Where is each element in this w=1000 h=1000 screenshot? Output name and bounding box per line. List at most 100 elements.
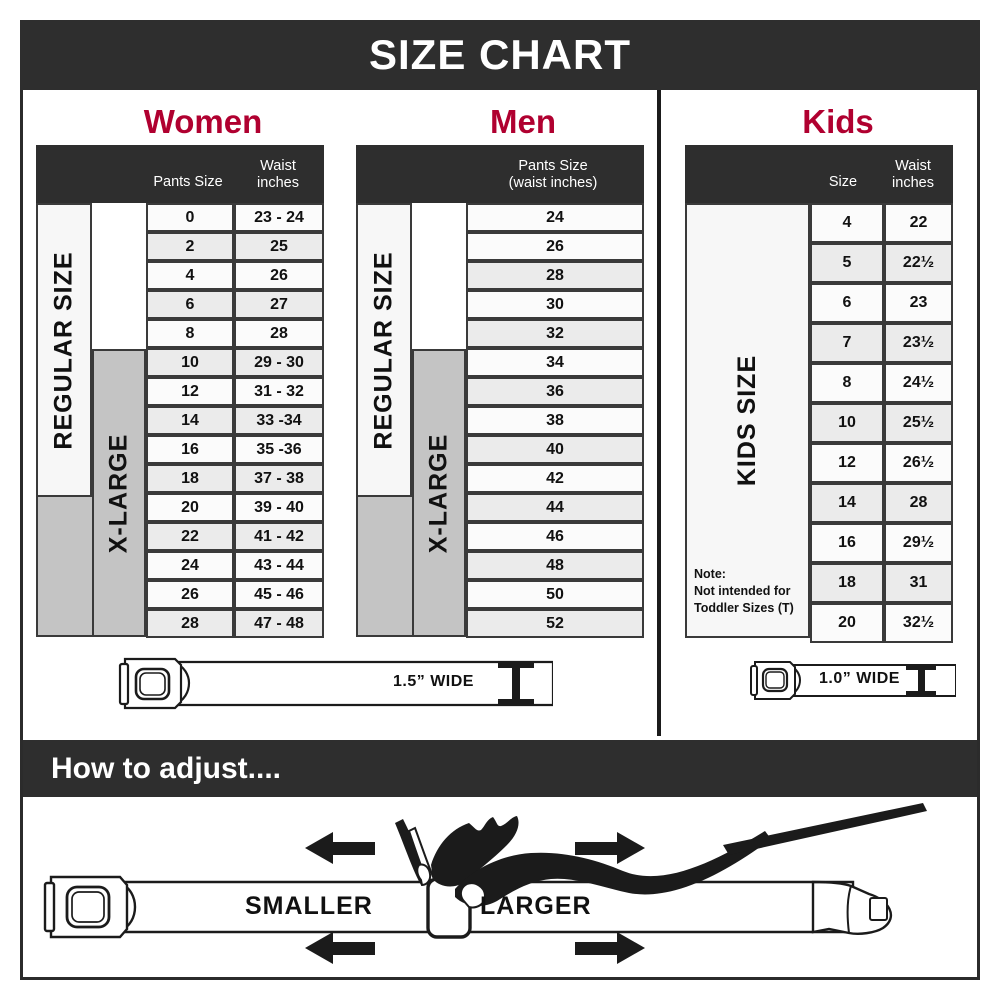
women-heading: Women: [143, 103, 263, 140]
kids-cell-waist: 22: [884, 203, 953, 243]
women-cell-size: 20: [146, 493, 234, 522]
women-cell-waist: 41 - 42: [234, 522, 324, 551]
kids-cell-size: 18: [810, 563, 884, 603]
kids-col2-header-line2: inches: [892, 174, 934, 191]
women-xlarge-label: X-LARGE: [104, 433, 133, 553]
men-cell-size: 34: [466, 348, 644, 377]
women-cell-size: 0: [146, 203, 234, 232]
kids-belt-svg: [750, 661, 957, 700]
kids-cell-size: 14: [810, 483, 884, 523]
kids-cell-waist: 24½: [884, 363, 953, 403]
arrow-larger-bottom: [575, 932, 645, 964]
kids-cell-waist: 25½: [884, 403, 953, 443]
kids-note: Note: Not intended for Toddler Sizes (T): [694, 566, 810, 617]
men-cell-size: 36: [466, 377, 644, 406]
women-cell-waist: 43 - 44: [234, 551, 324, 580]
women-cell-waist: 47 - 48: [234, 609, 324, 638]
women-cell-size: 8: [146, 319, 234, 348]
women-cell-size: 24: [146, 551, 234, 580]
women-cell-waist: 35 -36: [234, 435, 324, 464]
men-col-header: Pants Size (waist inches): [473, 158, 633, 191]
kids-cell-waist: 26½: [884, 443, 953, 483]
kids-col2-header-line1: Waist: [895, 158, 931, 174]
women-regular-size-label: REGULAR SIZE: [49, 250, 78, 450]
men-table-header: [356, 145, 644, 203]
men-regular-size-label: REGULAR SIZE: [369, 250, 398, 450]
women-col2-header-line2: inches: [257, 174, 299, 191]
kids-cell-size: 10: [810, 403, 884, 443]
adjust-diagram: SMALLER LARGER: [23, 797, 977, 977]
page-title: SIZE CHART: [369, 31, 631, 78]
men-cell-size: 40: [466, 435, 644, 464]
kids-note-line3: Toddler Sizes (T): [694, 600, 794, 615]
title-bar: SIZE CHART: [20, 20, 980, 90]
women-cell-size: 22: [146, 522, 234, 551]
kids-cell-waist: 28: [884, 483, 953, 523]
arrow-smaller-top: [305, 832, 375, 864]
men-xlarge-label: X-LARGE: [424, 433, 453, 553]
women-cell-size: 26: [146, 580, 234, 609]
women-cell-waist: 31 - 32: [234, 377, 324, 406]
men-cell-size: 48: [466, 551, 644, 580]
kids-cell-size: 7: [810, 323, 884, 363]
men-cell-size: 30: [466, 290, 644, 319]
kids-cell-size: 6: [810, 283, 884, 323]
kids-note-line2: Not intended for: [694, 583, 791, 598]
men-xlarge-band: X-LARGE: [412, 349, 466, 637]
women-col1-header: Pants Size: [153, 174, 223, 190]
women-cell-size: 4: [146, 261, 234, 290]
women-cell-waist: 29 - 30: [234, 348, 324, 377]
adjust-belt-svg: [43, 803, 927, 964]
men-regular-size-band: REGULAR SIZE: [356, 203, 412, 497]
women-cell-waist: 33 -34: [234, 406, 324, 435]
kids-cell-size: 8: [810, 363, 884, 403]
women-cell-size: 16: [146, 435, 234, 464]
adult-belt-width-label: 1.5” WIDE: [393, 673, 474, 690]
women-cell-size: 10: [146, 348, 234, 377]
men-col-header-line2: (waist inches): [508, 174, 598, 191]
kids-table-header: [685, 145, 953, 203]
how-to-adjust-heading: How to adjust....: [51, 751, 281, 785]
kids-belt-diagram: 1.0” WIDE: [741, 652, 957, 712]
kids-cell-waist: 31: [884, 563, 953, 603]
kids-cell-size: 20: [810, 603, 884, 643]
women-table-header: [36, 145, 324, 203]
smaller-label: SMALLER: [245, 892, 373, 920]
women-col2-header: Waist inches: [238, 158, 318, 191]
how-to-adjust-bar: How to adjust....: [23, 740, 977, 797]
women-cell-size: 14: [146, 406, 234, 435]
kids-belt-width-label: 1.0” WIDE: [819, 670, 900, 687]
women-cell-size: 2: [146, 232, 234, 261]
women-cell-size: 18: [146, 464, 234, 493]
kids-cell-size: 5: [810, 243, 884, 283]
hand-illustration: [395, 803, 927, 909]
women-cell-waist: 37 - 38: [234, 464, 324, 493]
kids-cell-size: 16: [810, 523, 884, 563]
men-heading: Men: [490, 103, 556, 140]
men-cell-size: 38: [466, 406, 644, 435]
panel-divider: [657, 90, 661, 736]
kids-cell-waist: 22½: [884, 243, 953, 283]
women-cell-waist: 26: [234, 261, 324, 290]
men-cell-size: 26: [466, 232, 644, 261]
kids-heading: Kids: [802, 103, 874, 140]
kids-note-line1: Note:: [694, 567, 726, 581]
kids-cell-waist: 23½: [884, 323, 953, 363]
kids-size-label: KIDS SIZE: [733, 354, 761, 487]
women-col2-header-line1: Waist: [260, 158, 296, 174]
men-cell-size: 46: [466, 522, 644, 551]
kids-cell-waist: 29½: [884, 523, 953, 563]
women-cell-size: 12: [146, 377, 234, 406]
larger-label: LARGER: [480, 892, 592, 920]
men-cell-size: 32: [466, 319, 644, 348]
women-cell-waist: 27: [234, 290, 324, 319]
women-cell-waist: 45 - 46: [234, 580, 324, 609]
men-cell-size: 42: [466, 464, 644, 493]
women-regular-size-band: REGULAR SIZE: [36, 203, 92, 497]
men-cell-size: 52: [466, 609, 644, 638]
kids-col1-header: Size: [828, 174, 858, 190]
kids-cell-size: 4: [810, 203, 884, 243]
men-cell-size: 28: [466, 261, 644, 290]
size-tables-panel: Women Pants Size Waist inches REGULAR SI…: [23, 90, 977, 736]
